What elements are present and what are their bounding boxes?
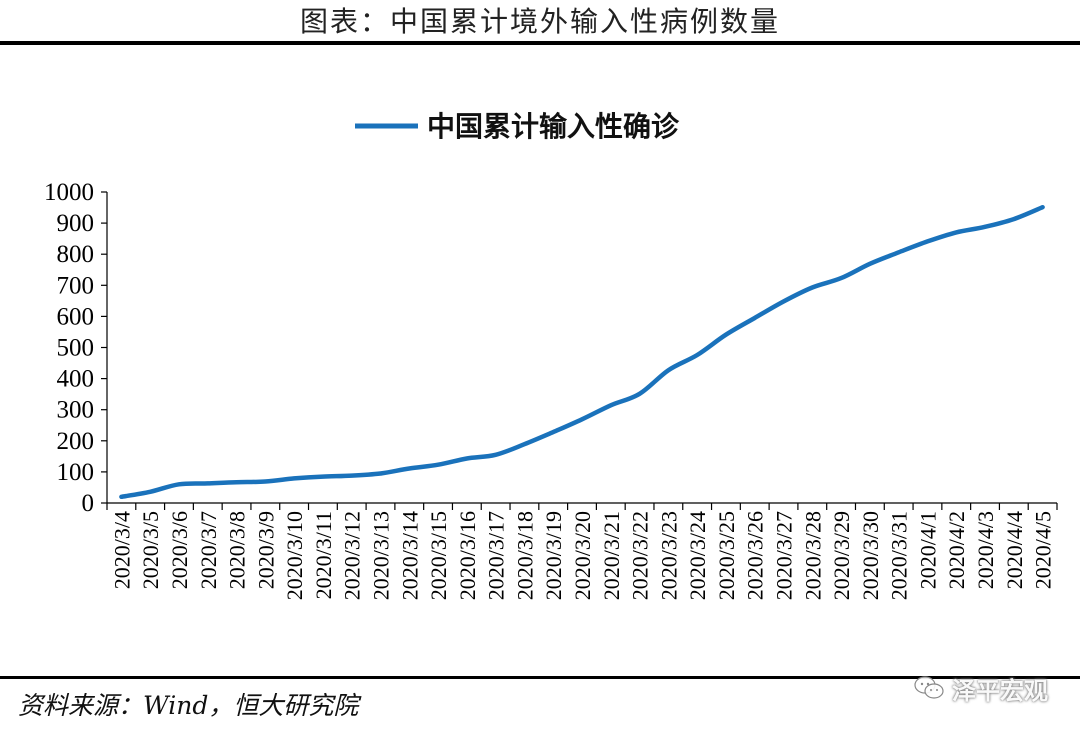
x-tick-label: 2020/3/26 — [743, 511, 768, 600]
y-tick-label: 300 — [57, 397, 95, 424]
x-tick-label: 2020/4/4 — [1002, 511, 1027, 589]
line-chart: 中国累计输入性确诊 0 100 200 300 400 500 600 700 800 900 10… — [44, 110, 1058, 600]
y-tick-label: 1000 — [44, 179, 94, 206]
x-tick-label: 2020/3/27 — [772, 511, 797, 600]
x-tick-label: 2020/3/10 — [282, 511, 307, 600]
y-tick-label: 0 — [82, 490, 95, 517]
watermark: 泽平宏观 — [914, 668, 1048, 708]
x-tick-label: 2020/3/18 — [512, 511, 537, 600]
x-tick-label: 2020/4/3 — [973, 511, 998, 589]
x-tick-label: 2020/3/30 — [858, 511, 883, 600]
y-tick-label: 200 — [57, 428, 95, 455]
wechat-icon — [914, 676, 944, 699]
x-tick-label: 2020/4/5 — [1031, 511, 1056, 589]
legend: 中国累计输入性确诊 — [355, 110, 680, 143]
x-tick-label: 2020/3/29 — [829, 511, 854, 600]
bottom-rule — [0, 676, 1080, 679]
x-tick-label: 2020/3/4 — [109, 511, 134, 589]
series-group — [119, 204, 1045, 500]
x-axis-ticks: 2020/3/4 2020/3/5 2020/3/6 2020/3/7 2020/3/8… — [106, 503, 1058, 600]
x-tick-label: 2020/3/11 — [311, 511, 336, 599]
x-tick-label: 2020/3/28 — [800, 511, 825, 600]
y-axis-ticks: 0 100 200 300 400 500 600 700 800 900 1000 — [44, 179, 107, 517]
y-tick-label: 500 — [57, 335, 95, 362]
x-tick-label: 2020/3/23 — [656, 511, 681, 600]
y-tick-label: 900 — [57, 210, 95, 237]
x-tick-label: 2020/3/13 — [368, 511, 393, 600]
x-tick-label: 2020/3/31 — [887, 511, 912, 600]
x-tick-label: 2020/3/6 — [167, 511, 192, 589]
x-tick-label: 2020/4/1 — [915, 511, 940, 589]
series-line — [119, 204, 1045, 500]
x-tick-label: 2020/3/16 — [455, 511, 480, 600]
top-rule — [0, 41, 1080, 45]
x-tick-label: 2020/3/17 — [484, 511, 509, 600]
y-tick-label: 600 — [57, 303, 95, 330]
x-tick-label: 2020/3/9 — [253, 511, 278, 589]
x-tick-label: 2020/3/21 — [599, 511, 624, 600]
x-tick-label: 2020/3/24 — [685, 511, 710, 600]
y-tick-label: 700 — [57, 272, 95, 299]
x-tick-label: 2020/3/25 — [714, 511, 739, 600]
x-tick-label: 2020/3/20 — [570, 511, 595, 600]
legend-label: 中国累计输入性确诊 — [427, 110, 680, 143]
source-note: 资料来源：Wind，恒大研究院 — [18, 691, 359, 720]
watermark-text: 泽平宏观 — [952, 676, 1048, 705]
x-tick-label: 2020/3/5 — [138, 511, 163, 589]
figure-title: 图表：中国累计境外输入性病例数量 — [299, 5, 780, 38]
x-tick-label: 2020/3/19 — [541, 511, 566, 600]
x-tick-label: 2020/4/2 — [944, 511, 969, 589]
y-tick-label: 100 — [57, 459, 95, 486]
x-tick-label: 2020/3/8 — [225, 511, 250, 589]
y-tick-label: 800 — [57, 241, 95, 268]
y-tick-label: 400 — [57, 366, 95, 393]
x-tick-label: 2020/3/15 — [426, 511, 451, 600]
x-tick-label: 2020/3/22 — [628, 511, 653, 600]
x-tick-label: 2020/3/12 — [340, 511, 365, 600]
axes — [106, 192, 1057, 504]
x-tick-label: 2020/3/7 — [196, 511, 221, 589]
x-tick-label: 2020/3/14 — [397, 511, 422, 600]
